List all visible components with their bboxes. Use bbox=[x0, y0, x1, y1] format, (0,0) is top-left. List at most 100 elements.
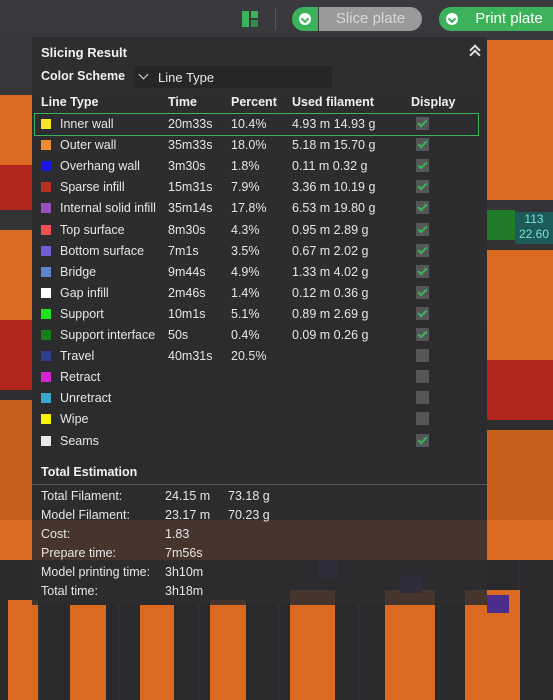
display-checkbox[interactable] bbox=[416, 243, 429, 257]
color-scheme-label: Color Scheme bbox=[41, 69, 126, 83]
time-value: 10m1s bbox=[168, 306, 206, 321]
percent-value: 17.8% bbox=[231, 201, 267, 216]
display-checkbox[interactable] bbox=[416, 117, 429, 130]
display-checkbox[interactable] bbox=[416, 370, 429, 384]
display-checkbox[interactable] bbox=[416, 159, 429, 173]
table-row[interactable]: Sparse infill 15m31s 7.9% 3.36 m 10.19 g bbox=[32, 177, 487, 198]
color-swatch bbox=[41, 245, 51, 256]
estimation-value: 24.15 m bbox=[165, 489, 211, 503]
line-type-name: Seams bbox=[60, 433, 99, 448]
model-part bbox=[487, 210, 515, 240]
percent-value: 20.5% bbox=[231, 349, 267, 364]
table-row[interactable]: Top surface 8m30s 4.3% 0.95 m 2.89 g bbox=[32, 220, 487, 241]
estimation-label: Model Filament: bbox=[41, 508, 130, 522]
time-value: 20m33s bbox=[168, 117, 213, 131]
model-part bbox=[487, 595, 509, 613]
table-row[interactable]: Unretract bbox=[32, 388, 487, 409]
display-checkbox[interactable] bbox=[416, 306, 429, 320]
table-row[interactable]: Bridge 9m44s 4.9% 1.33 m 4.02 g bbox=[32, 262, 487, 283]
table-row[interactable]: Overhang wall 3m30s 1.8% 0.11 m 0.32 g bbox=[32, 156, 487, 177]
line-type-name: Outer wall bbox=[60, 138, 117, 153]
table-row[interactable]: Bottom surface 7m1s 3.5% 0.67 m 2.02 g bbox=[32, 241, 487, 262]
print-plate-button[interactable]: Print plate bbox=[465, 7, 553, 31]
used-filament-value: 0.11 m 0.32 g bbox=[292, 159, 368, 174]
slice-plate-button[interactable]: Slice plate bbox=[319, 7, 422, 31]
percent-value: 3.5% bbox=[231, 243, 260, 258]
divider bbox=[32, 484, 487, 485]
percent-value: 1.8% bbox=[231, 159, 260, 174]
color-swatch bbox=[41, 393, 51, 404]
print-dropdown-button[interactable] bbox=[439, 7, 465, 31]
used-filament-value: 5.18 m 15.70 g bbox=[292, 138, 376, 153]
table-row[interactable]: Outer wall 35m33s 18.0% 5.18 m 15.70 g bbox=[32, 135, 487, 156]
used-filament-value: 1.33 m 4.02 g bbox=[292, 264, 369, 279]
estimation-value-secondary: 73.18 g bbox=[228, 489, 270, 503]
percent-value: 1.4% bbox=[231, 285, 260, 300]
estimation-row: Model printing time: 3h10m bbox=[32, 563, 487, 582]
model-part bbox=[0, 165, 32, 210]
display-checkbox[interactable] bbox=[416, 201, 429, 215]
panel-title: Slicing Result bbox=[41, 45, 127, 60]
display-checkbox[interactable] bbox=[416, 285, 429, 299]
chevron-down-icon bbox=[299, 13, 311, 25]
table-row[interactable]: Wipe bbox=[32, 409, 487, 430]
model-part bbox=[487, 430, 553, 520]
model-part bbox=[0, 320, 32, 390]
line-type-name: Bridge bbox=[60, 264, 97, 279]
estimation-value-secondary: 70.23 g bbox=[228, 508, 270, 522]
display-checkbox[interactable] bbox=[416, 412, 429, 426]
color-swatch bbox=[41, 372, 51, 383]
display-checkbox[interactable] bbox=[416, 222, 429, 236]
line-type-name: Retract bbox=[60, 370, 101, 385]
estimation-value: 3h18m bbox=[165, 584, 204, 598]
header-percent: Percent bbox=[231, 95, 277, 109]
line-type-name: Overhang wall bbox=[60, 159, 140, 174]
used-filament-value: 0.12 m 0.36 g bbox=[292, 285, 369, 300]
table-row[interactable]: Retract bbox=[32, 367, 487, 388]
table-row[interactable]: Internal solid infill 35m14s 17.8% 6.53 m 1… bbox=[32, 198, 487, 219]
table-row[interactable]: Inner wall 20m33s 10.4% 4.93 m 14.93 g bbox=[34, 113, 479, 136]
display-checkbox[interactable] bbox=[416, 433, 429, 447]
percent-value: 18.0% bbox=[231, 138, 267, 153]
model-part bbox=[487, 360, 553, 420]
layer-readout: 113 22.60 bbox=[515, 212, 553, 244]
percent-value: 4.3% bbox=[231, 222, 260, 237]
layout-icon[interactable] bbox=[241, 10, 259, 28]
display-checkbox[interactable] bbox=[416, 180, 429, 194]
used-filament-value: 0.89 m 2.69 g bbox=[292, 306, 369, 321]
model-part bbox=[140, 605, 174, 700]
time-value: 35m14s bbox=[168, 201, 213, 216]
table-row[interactable]: Support interface 50s 0.4% 0.09 m 0.26 g bbox=[32, 325, 487, 346]
display-checkbox[interactable] bbox=[416, 264, 429, 278]
estimation-label: Total time: bbox=[41, 584, 98, 598]
time-value: 35m33s bbox=[168, 138, 213, 153]
slice-dropdown-button[interactable] bbox=[292, 7, 318, 31]
color-scheme-select[interactable]: Line Type bbox=[134, 66, 332, 88]
estimation-label: Model printing time: bbox=[41, 565, 151, 579]
color-swatch bbox=[41, 224, 51, 235]
display-checkbox[interactable] bbox=[416, 138, 429, 152]
table-row[interactable]: Seams bbox=[32, 431, 487, 452]
display-checkbox[interactable] bbox=[416, 391, 429, 405]
estimation-label: Cost: bbox=[41, 527, 71, 541]
estimation-value: 1.83 bbox=[165, 527, 190, 541]
table-row[interactable]: Gap infill 2m46s 1.4% 0.12 m 0.36 g bbox=[32, 283, 487, 304]
display-checkbox[interactable] bbox=[416, 328, 429, 341]
estimation-row: Total Filament: 24.15 m 73.18 g bbox=[32, 487, 487, 506]
table-row[interactable]: Support 10m1s 5.1% 0.89 m 2.69 g bbox=[32, 304, 487, 325]
line-type-name: Support interface bbox=[60, 328, 156, 342]
estimation-value: 7m56s bbox=[165, 546, 203, 560]
estimation-row: Model Filament: 23.17 m 70.23 g bbox=[32, 506, 487, 525]
display-checkbox[interactable] bbox=[416, 349, 429, 363]
model-part bbox=[210, 600, 246, 700]
collapse-icon[interactable] bbox=[468, 43, 482, 61]
color-swatch bbox=[41, 414, 51, 425]
estimation-label: Total Filament: bbox=[41, 489, 123, 503]
model-part bbox=[487, 250, 553, 360]
table-row[interactable]: Travel 40m31s 20.5% bbox=[32, 346, 487, 367]
estimation-value: 3h10m bbox=[165, 565, 204, 579]
model-part bbox=[290, 590, 335, 700]
header-time: Time bbox=[168, 95, 197, 109]
color-scheme-value: Line Type bbox=[158, 70, 215, 85]
percent-value: 0.4% bbox=[231, 328, 260, 342]
